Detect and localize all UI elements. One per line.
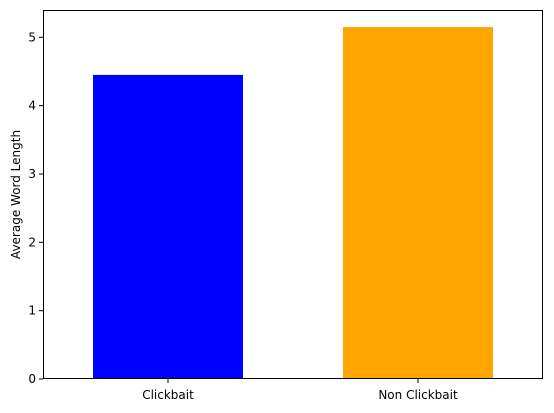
- y-tick-label: 1: [28, 304, 36, 318]
- y-axis-ticks: 0 1 2 3 4 5: [28, 30, 43, 386]
- y-tick-label: 0: [28, 372, 36, 386]
- x-axis-ticks: Clickbait Non Clickbait: [142, 379, 458, 402]
- bars-layer: [93, 27, 493, 380]
- y-tick-label: 2: [28, 235, 36, 249]
- y-tick-label: 3: [28, 167, 36, 181]
- bar-non-clickbait: [343, 27, 493, 379]
- y-tick-label: 5: [28, 30, 36, 44]
- x-tick-label: Clickbait: [142, 388, 194, 402]
- plot-frame: [43, 10, 543, 379]
- y-tick-label: 4: [28, 99, 36, 113]
- y-axis-label: Average Word Length: [9, 130, 23, 259]
- bar-clickbait: [93, 74, 243, 380]
- x-tick-label: Non Clickbait: [378, 388, 458, 402]
